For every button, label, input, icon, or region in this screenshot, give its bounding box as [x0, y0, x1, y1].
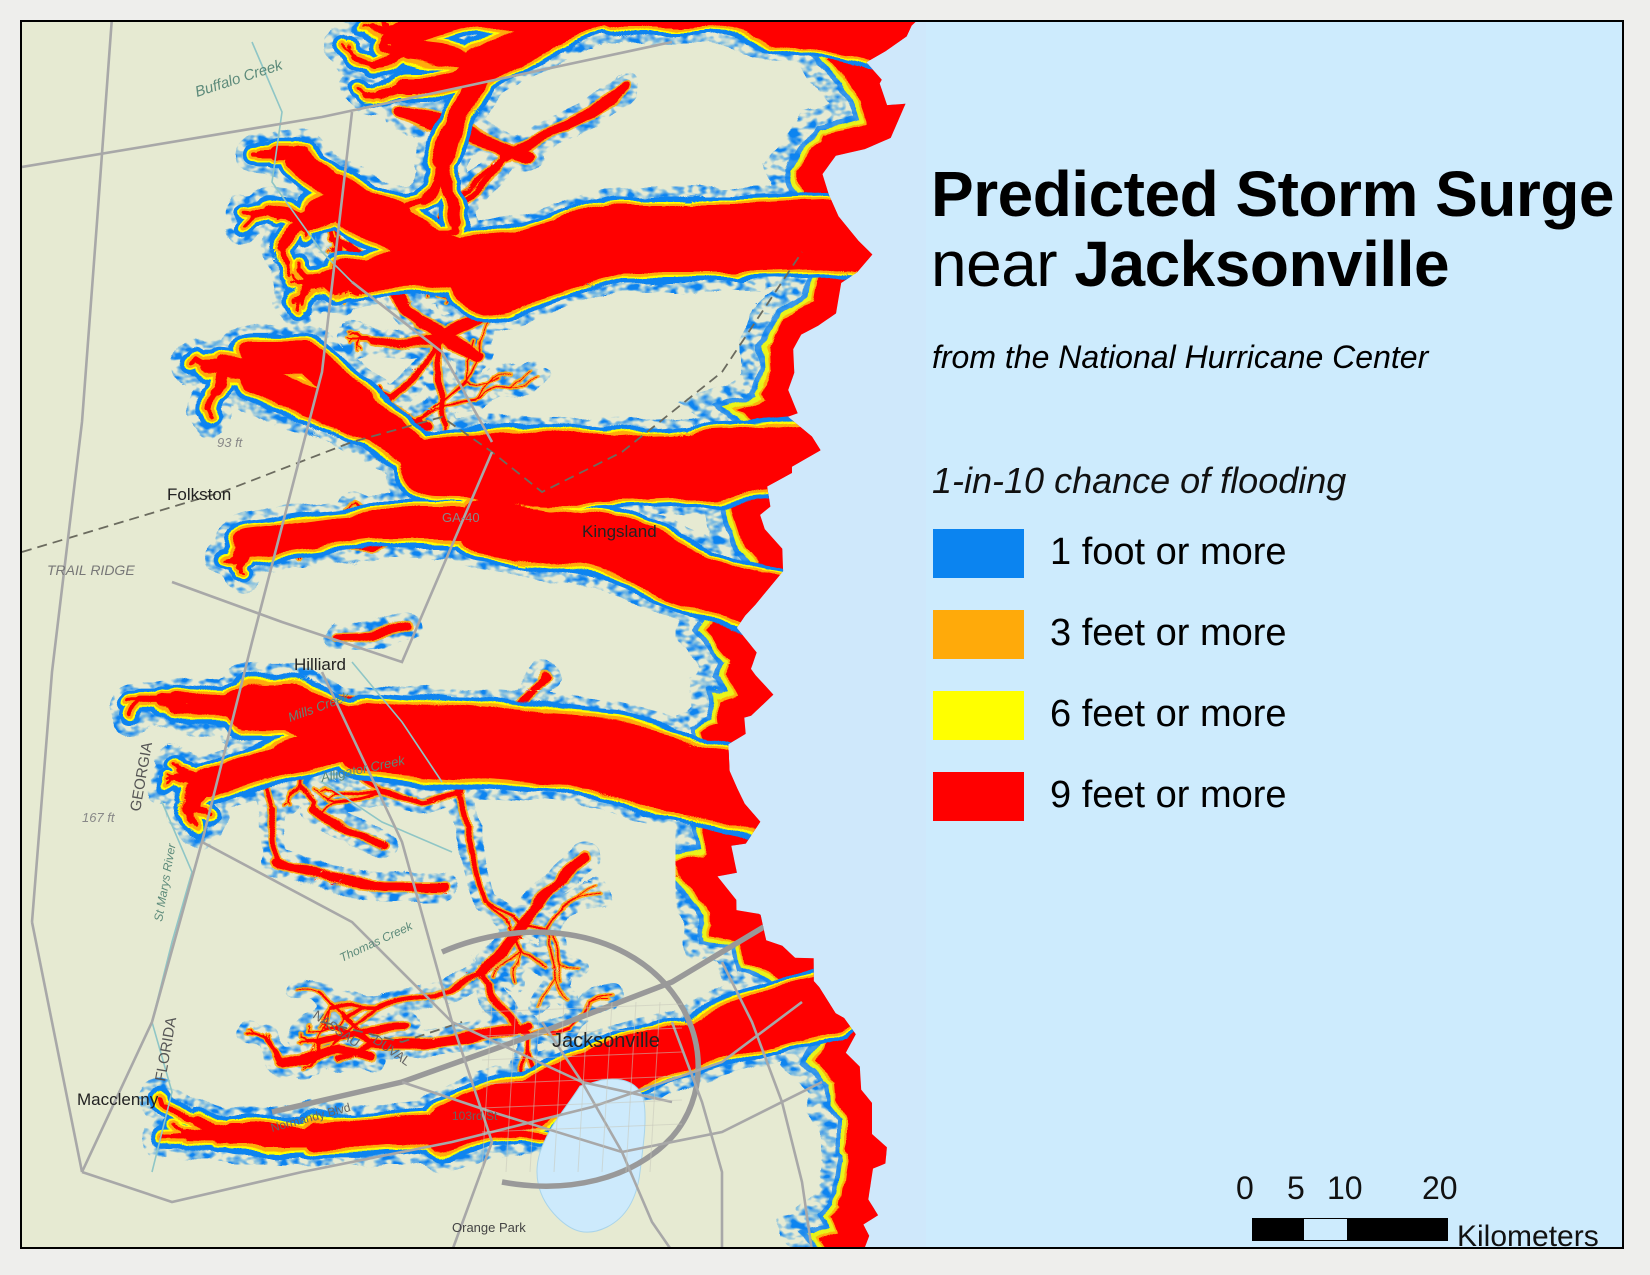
svg-text:93 ft: 93 ft [217, 435, 244, 450]
svg-text:Orange Park: Orange Park [452, 1220, 526, 1235]
svg-text:Hilliard: Hilliard [294, 655, 346, 674]
svg-text:TRAIL RIDGE: TRAIL RIDGE [47, 562, 135, 578]
svg-text:103rd St: 103rd St [452, 1109, 498, 1123]
svg-text:Macclenny: Macclenny [77, 1090, 159, 1109]
svg-text:GA-40: GA-40 [442, 510, 480, 525]
svg-text:Kingsland: Kingsland [582, 522, 657, 541]
svg-text:Folkston: Folkston [167, 485, 231, 504]
svg-text:Jacksonville: Jacksonville [552, 1030, 660, 1052]
svg-text:167 ft: 167 ft [82, 810, 116, 825]
